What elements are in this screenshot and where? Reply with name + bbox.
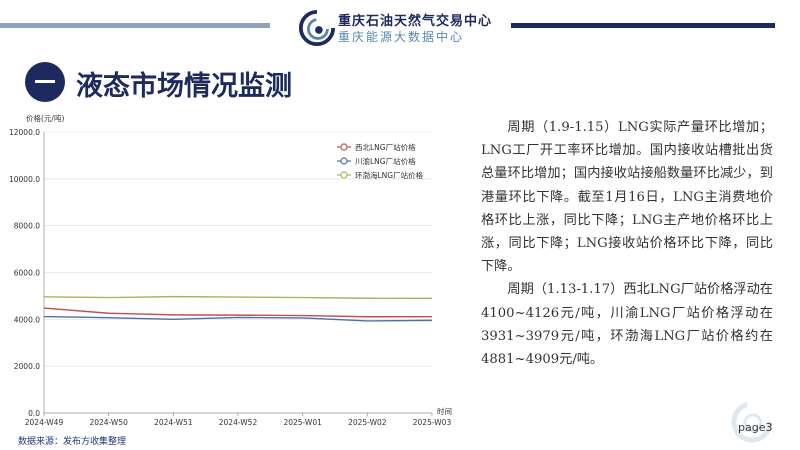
x-tick-label: 2024-W49 — [25, 418, 64, 427]
x-tick-label: 2024-W52 — [219, 418, 258, 427]
description-paragraph-1: 周期（1.9-1.15）LNG实际产量环比增加；LNG工厂开工率环比增加。国内接… — [481, 120, 773, 275]
y-tick-label: 10000.0 — [9, 175, 40, 184]
y-tick-label: 4000.0 — [14, 315, 40, 324]
x-tick-label: 2025-W02 — [348, 418, 387, 427]
price-line-chart: 价格(元/吨) 0.0 2000.0 4000.0 6000.0 8000.0 10000… — [9, 113, 452, 427]
section-title: 液态市场情况监测 — [76, 71, 292, 102]
y-tick-label: 0.0 — [28, 409, 40, 418]
page-number: page3 — [738, 421, 773, 434]
header-bar-right — [511, 23, 775, 28]
y-tick-label: 8000.0 — [14, 222, 40, 231]
org-logo-icon — [298, 9, 336, 47]
legend-entry-label: 环渤海LNG厂站价格 — [355, 170, 424, 180]
x-tick-label: 2025-W03 — [413, 418, 452, 427]
x-tick-label: 2024-W50 — [89, 418, 128, 427]
org-name: 重庆石油天然气交易中心 — [338, 14, 493, 29]
y-tick-label: 12000.0 — [9, 128, 40, 137]
x-tick-label: 2025-W01 — [283, 418, 322, 427]
legend-swatch-marker — [340, 143, 348, 151]
data-source-note: 数据来源：发布方收集整理 — [18, 437, 127, 447]
description-paragraph-2: 周期（1.13-1.17）西北LNG厂站价格浮动在4100~4126元/吨，川渝… — [481, 282, 773, 368]
x-tick-label: 2024-W51 — [154, 418, 193, 427]
description-text: 周期（1.9-1.15）LNG实际产量环比增加；LNG工厂开工率环比增加。国内接… — [481, 116, 773, 371]
section-number-badge — [25, 62, 65, 102]
header-bar-left — [0, 23, 270, 28]
x-axis-label: 时间 — [437, 406, 452, 416]
section-number-dash — [35, 80, 55, 83]
org-subtitle: 重庆能源大数据中心 — [338, 30, 465, 44]
series-line-3 — [43, 295, 433, 300]
legend-swatch-marker — [340, 171, 348, 179]
watermark-logo-icon — [731, 401, 773, 443]
y-axis-label: 价格(元/吨) — [26, 113, 64, 123]
y-tick-label: 6000.0 — [14, 269, 40, 278]
series-line-1 — [43, 307, 433, 318]
y-tick-label: 2000.0 — [14, 362, 40, 371]
legend-entry-label: 川渝LNG厂站价格 — [355, 156, 416, 166]
legend-entry-label: 西北LNG厂站价格 — [355, 142, 416, 152]
series-line-2 — [43, 315, 433, 322]
legend-swatch-marker — [340, 157, 348, 165]
